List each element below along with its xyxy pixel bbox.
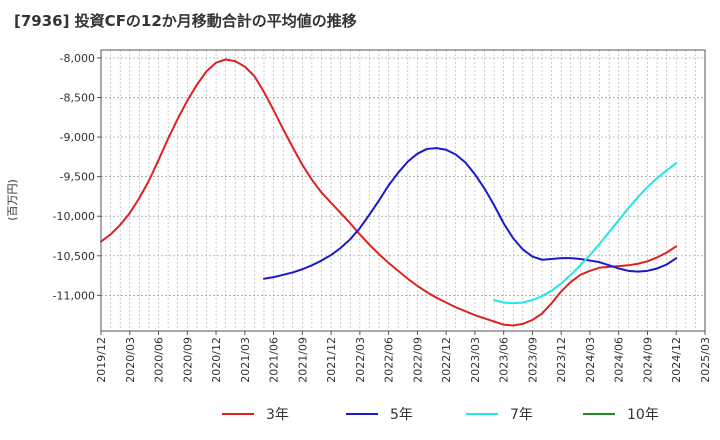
plot-frame — [100, 49, 706, 332]
x-tick-label: 2020/03 — [124, 337, 137, 383]
x-tick-label: 2021/12 — [325, 337, 338, 383]
series-line-1 — [262, 147, 678, 280]
y-tick-label: -10,000 — [53, 210, 95, 223]
y-tick-label: -11,000 — [53, 289, 95, 302]
x-tick-label: 2023/06 — [498, 337, 511, 383]
x-tick-label: 2023/09 — [526, 337, 539, 383]
y-tick-label: -9,000 — [60, 131, 95, 144]
legend: 3年 5年 7年 10年 — [222, 407, 659, 423]
x-tick-label: 2021/09 — [296, 337, 309, 383]
x-tick-label: 2020/12 — [210, 337, 223, 383]
x-tick-label: 2021/06 — [268, 337, 281, 383]
y-tick-label: -8,500 — [60, 91, 95, 104]
x-tick-label: 2023/12 — [555, 337, 568, 383]
legend-label-1: 5年 — [390, 407, 413, 423]
y-tick-label: -8,000 — [60, 52, 95, 65]
x-tick-label: 2024/03 — [584, 337, 597, 383]
x-tick-label: 2022/12 — [440, 337, 453, 383]
x-tick-label: 2019/12 — [95, 337, 108, 383]
x-tick-label: 2023/03 — [469, 337, 482, 383]
legend-label-3: 10年 — [627, 407, 659, 423]
axes: -8,000 -8,500 -9,000 -9,500 -10,000 -10,500 -1… — [53, 49, 712, 383]
legend-label-2: 7年 — [510, 407, 533, 423]
x-tick-label: 2024/12 — [670, 337, 683, 383]
y-axis-label: (百万円) — [6, 179, 19, 221]
y-tick-label: -9,500 — [60, 171, 95, 184]
x-tick-label: 2020/06 — [153, 337, 166, 383]
series-line-0 — [100, 58, 678, 327]
x-tick-label: 2022/03 — [354, 337, 367, 383]
x-tick-label: 2025/03 — [699, 337, 712, 383]
x-tick-label: 2021/03 — [239, 337, 252, 383]
chart-title: [7936] 投資CFの12か月移動合計の平均値の推移 — [14, 12, 357, 30]
series-line-2 — [493, 162, 678, 305]
x-tick-label: 2022/09 — [411, 337, 424, 383]
legend-label-0: 3年 — [266, 407, 289, 423]
x-tick-label: 2020/09 — [181, 337, 194, 383]
x-tick-label: 2024/09 — [641, 337, 654, 383]
x-tick-label: 2022/06 — [383, 337, 396, 383]
plot-background — [101, 50, 705, 331]
series-lines — [100, 58, 678, 327]
x-tick-label: 2024/06 — [613, 337, 626, 383]
plot-area — [101, 50, 705, 331]
y-tick-label: -10,500 — [53, 250, 95, 263]
